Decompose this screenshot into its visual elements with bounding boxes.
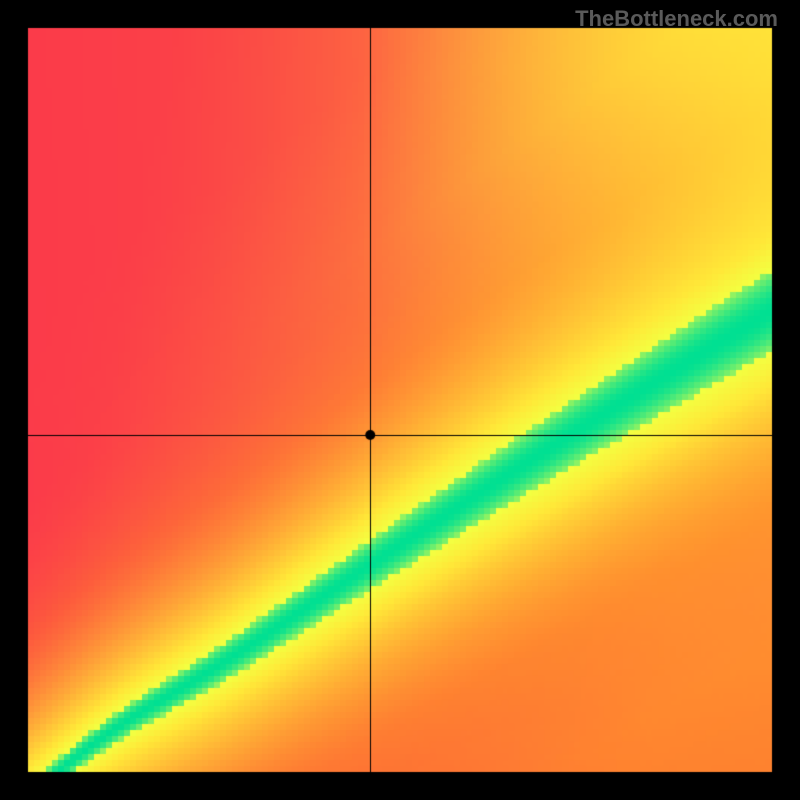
watermark-text: TheBottleneck.com bbox=[575, 6, 778, 32]
chart-container: TheBottleneck.com bbox=[0, 0, 800, 800]
bottleneck-heatmap-canvas bbox=[0, 0, 800, 800]
